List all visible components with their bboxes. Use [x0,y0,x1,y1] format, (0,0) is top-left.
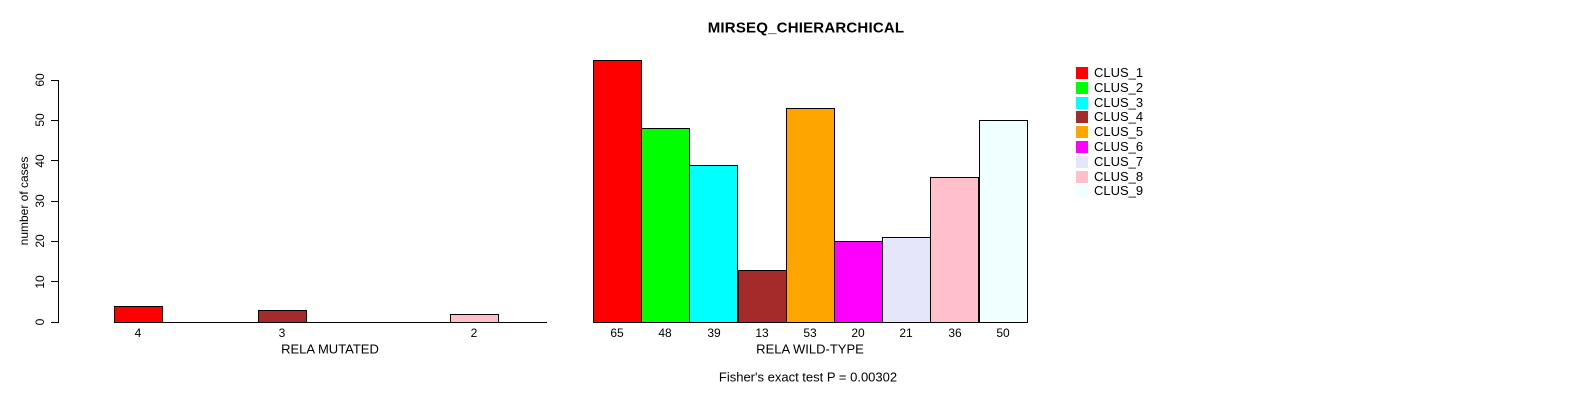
bar-clus_1 [114,306,163,323]
y-axis-title: number of cases [17,156,31,246]
bar-value-label: 48 [658,326,672,340]
y-tick-label: 60 [33,73,47,87]
y-axis-line [58,80,59,323]
legend-swatch [1076,141,1088,153]
legend-label: CLUS_4 [1094,109,1144,125]
y-axis-tick [51,281,58,283]
bar-value-label: 50 [996,326,1010,340]
legend-label: CLUS_5 [1094,124,1144,140]
bar-clus_6 [834,241,883,323]
legend-swatch [1076,111,1088,124]
bar-clus_4 [738,270,787,323]
bar-value-label: 36 [948,326,962,340]
legend-item-clus_4: CLUS_4 [1076,110,1143,124]
legend-item-clus_1: CLUS_1 [1076,66,1143,80]
chart-title: MIRSEQ_CHIERARCHICAL [707,19,905,37]
y-tick-label: 20 [33,234,47,249]
legend-swatch [1076,81,1088,94]
legend-label: CLUS_7 [1094,153,1144,169]
bar-value-label: 3 [278,326,286,340]
y-tick-label: 50 [33,113,47,128]
bar-value-label: 20 [851,326,865,340]
legend: CLUS_1 CLUS_2 CLUS_3 CLUS_4 CLUS_5 CLUS_6 CLUS… [1076,66,1206,206]
y-axis-tick [51,321,58,323]
y-tick-label: 40 [33,153,47,168]
legend-label: CLUS_3 [1094,94,1144,110]
y-axis-tick [51,79,58,81]
bar-value-label: 39 [707,326,721,340]
bar-clus_4 [258,310,307,323]
y-axis-tick [51,119,58,121]
legend-label: CLUS_2 [1094,79,1144,95]
x-axis-label-mutated: RELA MUTATED [281,341,379,357]
legend-label: CLUS_1 [1094,65,1144,80]
legend-swatch [1076,96,1088,109]
bar-value-label: 4 [134,326,142,340]
legend-swatch [1076,126,1088,139]
bar-value-label: 21 [899,326,913,340]
bar-clus_1 [593,60,642,323]
bar-clus_3 [689,165,738,323]
bar-value-label: 53 [803,326,817,340]
bar-value-label: 65 [610,326,624,340]
legend-label: CLUS_9 [1094,183,1144,199]
legend-label: CLUS_6 [1094,139,1144,154]
bar-value-label: 2 [470,326,478,340]
y-axis-tick [51,240,58,242]
bar-clus_7 [882,237,931,323]
x-axis-label-wildtype: RELA WILD-TYPE [756,341,864,357]
legend-item-clus_2: CLUS_2 [1076,79,1144,95]
legend-swatch [1076,155,1088,168]
y-tick-label: 10 [33,274,47,289]
legend-item-clus_7: CLUS_7 [1076,153,1144,169]
legend-item-clus_8: CLUS_8 [1076,168,1144,184]
bar-clus_2 [641,128,690,323]
y-tick-label: 0 [33,318,47,326]
legend-label: CLUS_8 [1094,168,1144,184]
y-axis-tick [51,160,58,162]
bar-clus_9 [979,120,1028,323]
bar-clus_8 [930,177,979,323]
x-axis-baseline [114,322,547,323]
legend-swatch [1076,67,1088,79]
fisher-test-annotation: Fisher's exact test P = 0.00302 [718,369,898,385]
bar-clus_8 [450,314,499,323]
legend-item-clus_9: CLUS_9 [1076,184,1143,198]
bar-value-label: 13 [755,326,769,340]
bar-clus_5 [786,108,835,323]
legend-item-clus_5: CLUS_5 [1076,125,1143,139]
y-tick-label: 30 [33,194,47,208]
legend-item-clus_6: CLUS_6 [1076,140,1143,154]
legend-swatch [1076,185,1088,198]
y-axis-tick [51,200,58,202]
legend-swatch [1076,170,1088,183]
legend-item-clus_3: CLUS_3 [1076,94,1144,110]
